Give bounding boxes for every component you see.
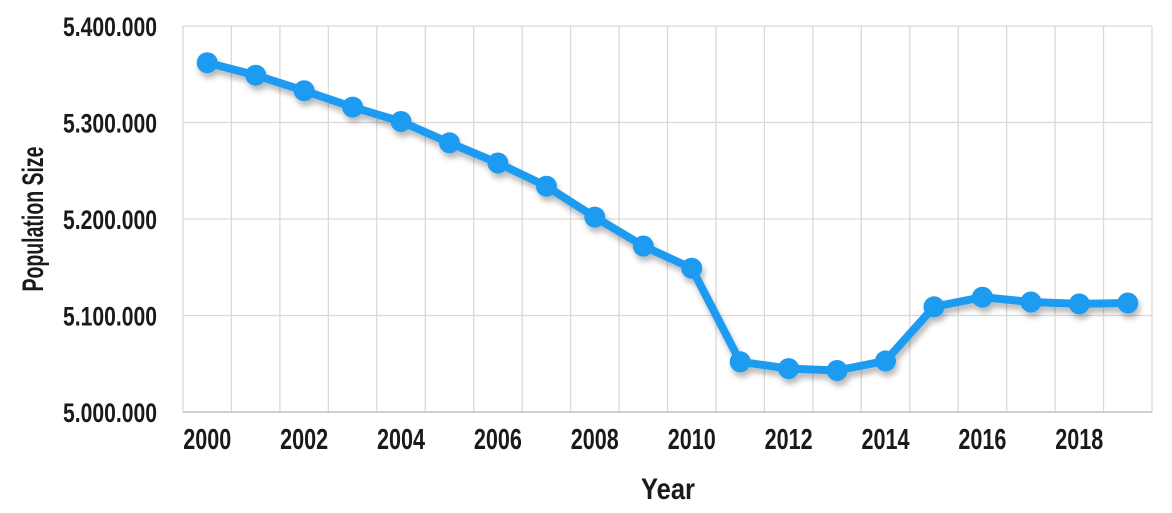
x-tick-label: 2006 bbox=[474, 424, 522, 456]
y-tick-label: 5.000.000 bbox=[63, 398, 157, 428]
x-tick-label: 2018 bbox=[1055, 424, 1103, 456]
data-point-marker bbox=[293, 80, 315, 102]
data-point-marker bbox=[778, 358, 800, 380]
data-point-marker bbox=[826, 360, 848, 381]
data-point-marker bbox=[245, 64, 267, 86]
data-point-marker bbox=[875, 350, 896, 372]
x-axis-title: Year bbox=[641, 473, 695, 506]
y-tick-label: 5.400.000 bbox=[63, 12, 157, 42]
x-tick-label: 2008 bbox=[571, 424, 619, 456]
data-point-marker bbox=[390, 111, 412, 132]
y-axis-tick-labels: 5.000.000 5.100.000 5.200.000 5.300.000 5.40… bbox=[63, 12, 157, 428]
x-tick-label: 2004 bbox=[377, 424, 425, 456]
data-point-marker bbox=[439, 132, 460, 154]
data-point-marker bbox=[1068, 293, 1090, 315]
data-point-marker bbox=[729, 351, 751, 373]
data-point-marker bbox=[196, 52, 218, 74]
data-point-marker bbox=[342, 96, 364, 118]
y-axis-title: Population Size bbox=[17, 147, 50, 292]
x-tick-label: 2002 bbox=[280, 424, 328, 456]
x-tick-label: 2016 bbox=[958, 424, 1006, 456]
data-point-marker bbox=[971, 286, 993, 308]
x-tick-label: 2000 bbox=[183, 424, 231, 456]
data-point-marker bbox=[1020, 291, 1042, 313]
x-tick-label: 2010 bbox=[668, 424, 716, 456]
y-tick-label: 5.100.000 bbox=[63, 302, 157, 332]
data-point-marker bbox=[535, 175, 557, 197]
y-tick-label: 5.200.000 bbox=[63, 205, 157, 235]
data-point-marker bbox=[487, 152, 509, 174]
data-point-marker bbox=[681, 257, 703, 279]
population-series bbox=[196, 52, 1139, 381]
data-point-marker bbox=[1117, 292, 1139, 314]
x-axis-tick-labels: 2000 2002 2004 2006 2008 2010 2012 2014 2016 2018 bbox=[183, 424, 1103, 456]
gridlines bbox=[182, 25, 1153, 413]
data-point-marker bbox=[584, 206, 606, 228]
x-tick-label: 2014 bbox=[862, 424, 910, 456]
data-point-marker bbox=[923, 296, 945, 318]
x-tick-label: 2012 bbox=[765, 424, 813, 456]
data-point-marker bbox=[632, 235, 654, 257]
y-tick-label: 5.300.000 bbox=[63, 109, 157, 139]
